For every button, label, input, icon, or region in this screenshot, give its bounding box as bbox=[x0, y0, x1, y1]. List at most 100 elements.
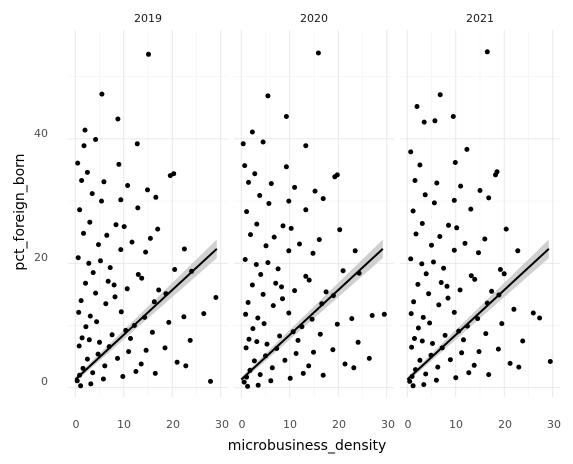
scatter-point bbox=[152, 370, 158, 376]
scatter-point bbox=[410, 383, 416, 389]
scatter-point bbox=[86, 337, 92, 343]
scatter-point bbox=[104, 232, 110, 238]
scatter-point bbox=[451, 247, 457, 253]
scatter-point bbox=[255, 315, 261, 321]
scatter-point bbox=[411, 299, 417, 305]
scatter-point bbox=[79, 335, 85, 341]
scatter-point bbox=[427, 320, 433, 326]
scatter-point bbox=[459, 350, 465, 356]
scatter-point bbox=[437, 92, 443, 98]
scatter-point bbox=[75, 255, 81, 261]
scatter-point bbox=[408, 256, 414, 262]
scatter-point bbox=[133, 369, 139, 374]
scatter-point bbox=[260, 139, 266, 145]
scatter-point bbox=[511, 306, 517, 312]
scatter-point bbox=[268, 181, 274, 187]
scatter-point bbox=[134, 141, 140, 147]
scatter-point bbox=[441, 265, 447, 271]
scatter-point bbox=[462, 240, 468, 246]
scatter-point bbox=[450, 114, 456, 119]
scatter-point bbox=[135, 272, 141, 277]
scatter-point bbox=[419, 261, 425, 267]
x-axis-label: microbusiness_density bbox=[228, 438, 387, 454]
scatter-point bbox=[93, 290, 99, 296]
y-tick-label-40: 40 bbox=[34, 127, 48, 140]
scatter-point bbox=[242, 163, 248, 169]
scatter-point bbox=[80, 365, 86, 371]
scatter-point bbox=[275, 266, 281, 272]
scatter-point bbox=[300, 370, 306, 376]
scatter-point bbox=[243, 345, 249, 351]
scatter-point bbox=[320, 196, 326, 202]
scatter-point bbox=[139, 275, 145, 281]
scatter-point bbox=[311, 349, 316, 355]
scatter-point bbox=[95, 351, 101, 357]
scatter-point bbox=[260, 291, 266, 297]
scatter-point bbox=[257, 372, 263, 378]
scatter-point bbox=[246, 179, 251, 185]
scatter-point bbox=[213, 295, 219, 300]
scatter-point bbox=[423, 371, 429, 377]
scatter-point bbox=[98, 258, 103, 264]
scatter-point bbox=[89, 191, 95, 197]
scatter-point bbox=[244, 209, 250, 215]
trend-line bbox=[406, 248, 550, 381]
scatter-point bbox=[84, 169, 90, 175]
scatter-point bbox=[436, 302, 442, 308]
scatter-point bbox=[243, 311, 249, 317]
x-tick-label-p3-20: 20 bbox=[498, 418, 512, 431]
scatter-point bbox=[115, 355, 120, 361]
scatter-point bbox=[312, 188, 318, 194]
scatter-point bbox=[499, 321, 505, 327]
scatter-point bbox=[310, 250, 316, 256]
scatter-point bbox=[334, 321, 340, 327]
scatter-point bbox=[129, 239, 135, 245]
scatter-point bbox=[419, 338, 425, 344]
scatter-point bbox=[263, 243, 269, 249]
scatter-point bbox=[245, 383, 251, 389]
scatter-point bbox=[100, 376, 106, 382]
scatter-point bbox=[330, 347, 336, 353]
scatter-point bbox=[125, 183, 131, 188]
scatter-point bbox=[503, 226, 509, 232]
scatter-point bbox=[421, 119, 427, 125]
scatter-point bbox=[81, 143, 87, 149]
scatter-point bbox=[315, 50, 321, 56]
scatter-point bbox=[435, 364, 441, 370]
scatter-point bbox=[438, 280, 444, 285]
scatter-point bbox=[109, 332, 115, 338]
scatter-point bbox=[437, 234, 443, 239]
scatter-point bbox=[283, 164, 289, 170]
scatter-point bbox=[99, 91, 105, 97]
scatter-point bbox=[507, 360, 513, 366]
data-points bbox=[74, 49, 553, 389]
scatter-point bbox=[417, 357, 423, 363]
trend-line bbox=[240, 248, 384, 381]
scatter-point bbox=[468, 206, 474, 212]
scatter-point bbox=[251, 358, 257, 364]
confidence-bands bbox=[75, 239, 549, 383]
scatter-point bbox=[78, 383, 84, 389]
scatter-point bbox=[105, 278, 111, 284]
scatter-point bbox=[286, 310, 292, 316]
scatter-point bbox=[306, 363, 312, 369]
scatter-point bbox=[501, 271, 507, 277]
scatter-point bbox=[342, 361, 348, 367]
scatter-point bbox=[283, 114, 289, 119]
scatter-point bbox=[181, 314, 187, 320]
scatter-point bbox=[135, 205, 141, 211]
scatter-point bbox=[407, 378, 413, 384]
scatter-point bbox=[155, 226, 161, 232]
scatter-point bbox=[458, 183, 464, 189]
scatter-point bbox=[351, 365, 357, 371]
scatter-point bbox=[271, 234, 277, 240]
scatter-point bbox=[482, 236, 488, 242]
scatter-point bbox=[83, 280, 88, 286]
scatter-point bbox=[156, 287, 162, 293]
scatter-point bbox=[116, 161, 122, 167]
scatter-point bbox=[445, 295, 451, 301]
scatter-point bbox=[76, 343, 82, 349]
scatter-point bbox=[537, 315, 543, 321]
scatter-point bbox=[174, 359, 180, 365]
scatter-point bbox=[187, 337, 193, 343]
